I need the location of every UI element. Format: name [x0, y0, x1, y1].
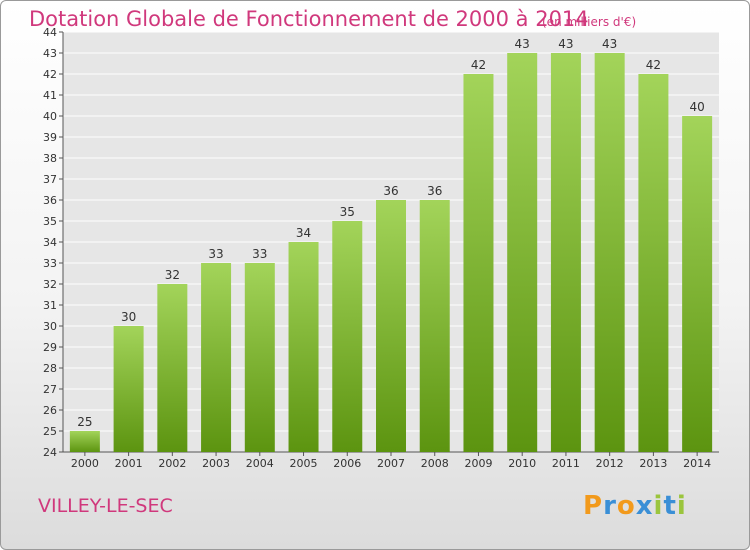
x-tick-label: 2002: [158, 457, 186, 470]
logo-letter: i: [676, 491, 687, 521]
bar: [157, 284, 188, 452]
logo-letter: i: [653, 491, 664, 521]
bar: [507, 53, 538, 452]
data-label: 43: [558, 37, 573, 51]
y-tick-label: 44: [43, 26, 57, 39]
y-tick-label: 34: [43, 236, 57, 249]
y-tick-label: 33: [43, 257, 57, 270]
data-label: 43: [515, 37, 530, 51]
y-tick-label: 26: [43, 404, 57, 417]
bar: [638, 74, 669, 452]
place-name: VILLEY-LE-SEC: [38, 495, 173, 517]
bar: [550, 53, 581, 452]
data-label: 35: [340, 205, 355, 219]
data-label: 40: [689, 100, 704, 114]
y-tick-label: 28: [43, 362, 57, 375]
logo-letter: P: [583, 491, 604, 521]
x-tick-label: 2012: [596, 457, 624, 470]
data-label: 30: [121, 310, 136, 324]
y-tick-label: 43: [43, 47, 57, 60]
data-label: 43: [602, 37, 617, 51]
logo-letter: x: [635, 491, 654, 521]
chart-title: Dotation Globale de Fonctionnement de 20…: [29, 7, 589, 31]
y-tick-label: 39: [43, 131, 57, 144]
bar: [594, 53, 625, 452]
x-tick-label: 2008: [421, 457, 449, 470]
y-tick-label: 32: [43, 278, 57, 291]
y-tick-label: 41: [43, 89, 57, 102]
data-label: 33: [252, 247, 267, 261]
y-tick-label: 42: [43, 68, 57, 81]
data-label: 42: [471, 58, 486, 72]
data-label: 34: [296, 226, 311, 240]
y-tick-label: 35: [43, 215, 57, 228]
data-label: 36: [383, 184, 398, 198]
logo-letter: o: [616, 491, 636, 521]
logo-letter: r: [603, 491, 617, 521]
logo-letter: t: [663, 491, 677, 521]
bar: [682, 116, 713, 452]
bar: [376, 200, 406, 452]
x-tick-label: 2004: [246, 457, 274, 470]
data-label: 42: [646, 58, 661, 72]
x-tick-label: 2006: [333, 457, 361, 470]
y-tick-label: 38: [43, 152, 57, 165]
y-tick-label: 30: [43, 320, 57, 333]
x-tick-label: 2014: [683, 457, 711, 470]
y-tick-label: 25: [43, 425, 57, 438]
y-tick-label: 24: [43, 446, 57, 459]
x-tick-label: 2001: [115, 457, 143, 470]
y-tick-label: 36: [43, 194, 57, 207]
bar: [288, 242, 319, 452]
x-tick-label: 2007: [377, 457, 405, 470]
proxiti-logo: Proxiti: [583, 491, 687, 521]
data-label: 25: [77, 415, 92, 429]
x-tick-label: 2005: [290, 457, 318, 470]
y-tick-label: 37: [43, 173, 57, 186]
data-label: 36: [427, 184, 442, 198]
x-tick-label: 2011: [552, 457, 580, 470]
y-tick-label: 31: [43, 299, 57, 312]
data-label: 33: [208, 247, 223, 261]
x-tick-label: 2000: [71, 457, 99, 470]
chart-subtitle: (en milliers d'€): [542, 15, 637, 29]
x-tick-label: 2009: [464, 457, 492, 470]
bar: [201, 263, 232, 452]
bar: [332, 221, 363, 452]
x-tick-label: 2010: [508, 457, 536, 470]
y-tick-label: 27: [43, 383, 57, 396]
y-tick-label: 29: [43, 341, 57, 354]
bar: [69, 431, 100, 452]
bar: [113, 326, 144, 452]
y-tick-label: 40: [43, 110, 57, 123]
data-label: 32: [165, 268, 180, 282]
bar: [463, 74, 494, 452]
x-tick-label: 2013: [639, 457, 667, 470]
x-tick-label: 2003: [202, 457, 230, 470]
bar: [244, 263, 275, 452]
bar: [419, 200, 450, 452]
